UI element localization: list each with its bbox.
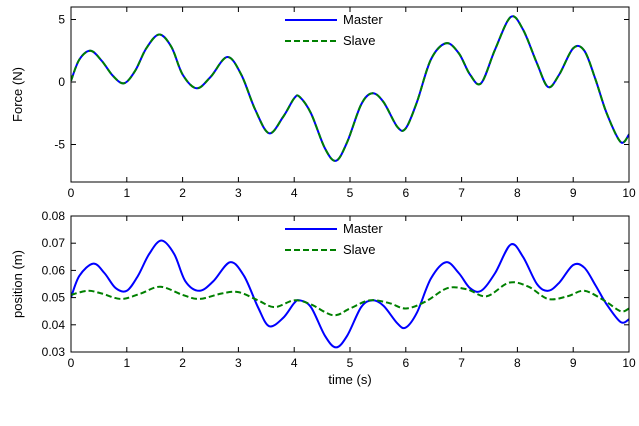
x-tick-label: 9	[570, 186, 577, 200]
y-axis-label: position (m)	[10, 250, 25, 318]
legend: Master Slave	[285, 221, 383, 257]
x-tick-label: 3	[235, 186, 242, 200]
x-tick-label: 8	[514, 356, 521, 370]
x-tick-label: 5	[347, 356, 354, 370]
x-tick-label: 5	[347, 186, 354, 200]
y-tick-label: 0.05	[42, 291, 66, 305]
y-tick-label: 0.08	[42, 209, 66, 223]
y-tick-label: 0.07	[42, 236, 66, 250]
legend-label-slave: Slave	[343, 33, 376, 48]
x-axis-label: time (s)	[328, 372, 371, 387]
x-tick-label: 7	[458, 186, 465, 200]
legend-label-slave: Slave	[343, 242, 376, 257]
series-group	[71, 239, 629, 349]
x-tick-label: 4	[291, 186, 298, 200]
x-tick-label: 10	[622, 186, 636, 200]
series-line-slave	[71, 281, 629, 317]
legend: Master Slave	[285, 12, 383, 48]
series-line-slave	[71, 15, 629, 162]
y-tick-label: 5	[58, 13, 65, 27]
x-tick-label: 6	[402, 356, 409, 370]
y-tick-label: 0.03	[42, 345, 66, 359]
x-tick-label: 8	[514, 186, 521, 200]
series-line-master	[71, 239, 629, 349]
x-tick-label: 10	[622, 356, 636, 370]
legend-label-master: Master	[343, 12, 383, 27]
y-tick-label: 0	[58, 75, 65, 89]
x-tick-label: 3	[235, 356, 242, 370]
x-tick-label: 0	[68, 356, 75, 370]
y-tick-label: 0.06	[42, 263, 66, 277]
position-plot: 0 1 2 3 4 5 6 7 8 9 10 0.03 0.04 0.05 0.06 0.07 0.08 posi…	[10, 209, 636, 387]
x-tick-label: 9	[570, 356, 577, 370]
x-tick-label: 6	[402, 186, 409, 200]
x-tick-label: 4	[291, 356, 298, 370]
y-tick-label: -5	[54, 138, 65, 152]
legend-label-master: Master	[343, 221, 383, 236]
x-tick-label: 1	[123, 356, 130, 370]
force-plot: 0 1 2 3 4 5 6 7 8 9 10 -5 0 5 Force (N) Master Slave	[10, 6, 636, 200]
x-tick-label: 1	[123, 186, 130, 200]
series-group	[71, 15, 629, 162]
x-tick-label: 0	[68, 186, 75, 200]
y-axis-label: Force (N)	[10, 67, 25, 122]
x-tick-label: 2	[179, 356, 186, 370]
y-tick-label: 0.04	[42, 318, 66, 332]
x-tick-label: 7	[458, 356, 465, 370]
x-tick-label: 2	[179, 186, 186, 200]
